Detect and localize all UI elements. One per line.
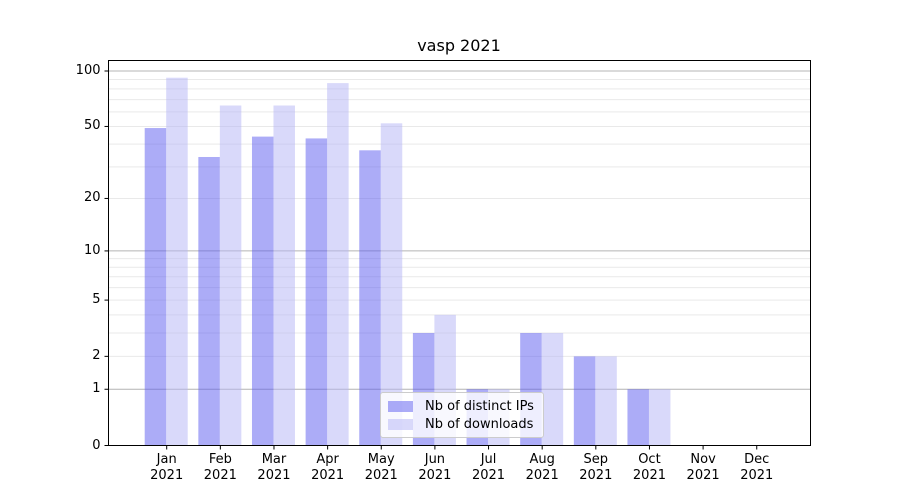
y-tick-label-5: 5	[92, 292, 101, 308]
bar-ips-may	[359, 150, 381, 446]
x-tick-label-mar: Mar 2021	[257, 452, 291, 483]
x-tick-label-jun: Jun 2021	[418, 452, 452, 483]
bar-downloads-mar	[273, 105, 295, 446]
y-tick-label-20: 20	[83, 190, 101, 206]
bar-downloads-sep	[595, 356, 617, 446]
y-tick-label-10: 10	[83, 242, 101, 258]
legend-swatch-distinct-ips	[388, 400, 413, 412]
legend-label-distinct-ips: Nb of distinct IPs	[425, 398, 534, 414]
bar-ips-sep	[573, 356, 596, 446]
legend-item-downloads: Nb of downloads	[388, 417, 537, 432]
x-tick-label-dec: Dec 2021	[740, 452, 774, 483]
bar-downloads-may	[380, 123, 403, 446]
y-tick-label-0: 0	[92, 437, 101, 453]
y-tick-label-1: 1	[92, 381, 101, 397]
x-tick-label-apr: Apr 2021	[311, 452, 345, 483]
bar-ips-feb	[198, 156, 220, 446]
legend-swatch-downloads	[388, 418, 413, 430]
bar-ips-jan	[144, 128, 167, 446]
bar-downloads-oct	[648, 389, 671, 446]
x-tick-label-may: May 2021	[364, 452, 398, 483]
chart-title: vasp 2021	[417, 36, 501, 55]
bar-downloads-feb	[219, 105, 242, 446]
x-tick-label-jul: Jul 2021	[471, 452, 506, 483]
bar-downloads-jan	[166, 77, 188, 446]
axes-spines	[108, 60, 811, 446]
y-tick-label-2: 2	[92, 348, 101, 364]
x-tick-label-sep: Sep 2021	[579, 452, 613, 483]
x-tick-label-oct: Oct 2021	[632, 452, 666, 483]
x-tick-label-nov: Nov 2021	[686, 452, 720, 483]
x-tick-label-aug: Aug 2021	[525, 452, 559, 483]
x-tick-label-feb: Feb 2021	[203, 452, 237, 483]
bar-downloads-aug	[541, 333, 564, 446]
legend-item-distinct-ips: Nb of distinct IPs	[388, 399, 537, 414]
legend: Nb of distinct IPs Nb of downloads	[380, 392, 544, 438]
y-tick-label-50: 50	[83, 118, 101, 134]
bar-ips-apr	[305, 138, 328, 446]
x-tick-label-jan: Jan 2021	[150, 452, 184, 483]
bar-ips-mar	[251, 136, 274, 446]
y-tick-label-100: 100	[75, 63, 101, 78]
legend-label-downloads: Nb of downloads	[425, 416, 534, 432]
bar-downloads-apr	[327, 83, 349, 446]
bar-ips-oct	[627, 389, 649, 446]
